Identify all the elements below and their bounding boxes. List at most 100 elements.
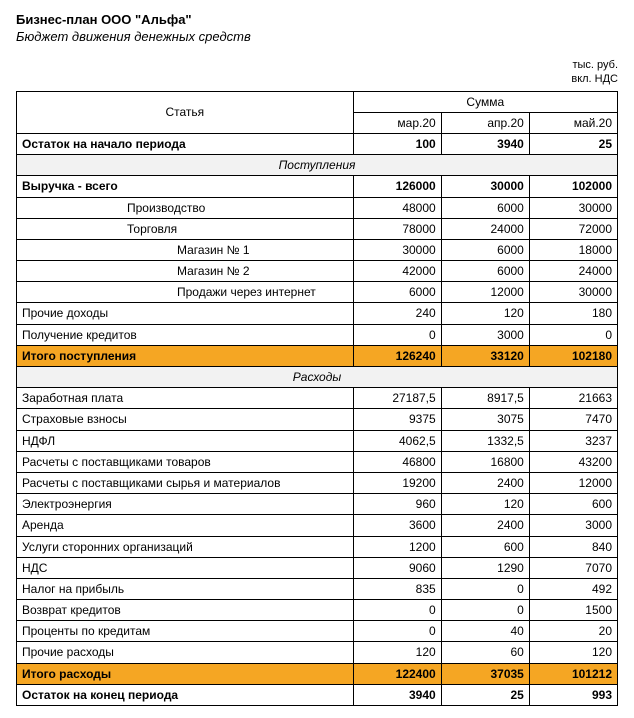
row-label: Прочие расходы — [17, 642, 354, 663]
row-value: 120 — [441, 494, 529, 515]
table-row: Итого расходы12240037035101212 — [17, 663, 618, 684]
row-value: 100 — [353, 133, 441, 154]
row-value: 4062,5 — [353, 430, 441, 451]
row-value: 37035 — [441, 663, 529, 684]
table-row: Заработная плата27187,58917,521663 — [17, 388, 618, 409]
row-value: 24000 — [529, 261, 617, 282]
row-value: 6000 — [441, 197, 529, 218]
row-value: 835 — [353, 578, 441, 599]
row-value: 0 — [441, 578, 529, 599]
row-value: 25 — [441, 684, 529, 705]
row-value: 2400 — [441, 472, 529, 493]
row-value: 6000 — [441, 239, 529, 260]
row-value: 8917,5 — [441, 388, 529, 409]
row-value: 0 — [529, 324, 617, 345]
table-row: Электроэнергия960120600 — [17, 494, 618, 515]
table-row: Продажи через интернет60001200030000 — [17, 282, 618, 303]
row-label: Торговля — [17, 218, 354, 239]
row-label: НДС — [17, 557, 354, 578]
row-value: 6000 — [441, 261, 529, 282]
row-value: 33120 — [441, 345, 529, 366]
table-row: Налог на прибыль8350492 — [17, 578, 618, 599]
cashflow-table: Статья Сумма мар.20 апр.20 май.20 Остато… — [16, 91, 618, 706]
row-value: 960 — [353, 494, 441, 515]
row-label: Услуги сторонних организаций — [17, 536, 354, 557]
row-label: Налог на прибыль — [17, 578, 354, 599]
row-value: 7070 — [529, 557, 617, 578]
table-row: Расчеты с поставщиками сырья и материало… — [17, 472, 618, 493]
row-value: 46800 — [353, 451, 441, 472]
row-label: Магазин № 1 — [17, 239, 354, 260]
page-subtitle: Бюджет движения денежных средств — [16, 29, 618, 44]
table-row: Услуги сторонних организаций1200600840 — [17, 536, 618, 557]
row-label: Возврат кредитов — [17, 600, 354, 621]
row-value: 7470 — [529, 409, 617, 430]
row-value: 0 — [353, 621, 441, 642]
row-value: 1200 — [353, 536, 441, 557]
table-row: Аренда360024003000 — [17, 515, 618, 536]
row-value: 1332,5 — [441, 430, 529, 451]
row-value: 492 — [529, 578, 617, 599]
period-1: апр.20 — [441, 112, 529, 133]
table-row: Остаток на начало периода100394025 — [17, 133, 618, 154]
row-value: 40 — [441, 621, 529, 642]
table-row: Остаток на конец периода394025993 — [17, 684, 618, 705]
section-header: Поступления — [17, 155, 618, 176]
table-row: Расчеты с поставщиками товаров4680016800… — [17, 451, 618, 472]
row-value: 126240 — [353, 345, 441, 366]
table-row: Итого поступления12624033120102180 — [17, 345, 618, 366]
units-line-1: тыс. руб. — [16, 58, 618, 72]
row-label: Электроэнергия — [17, 494, 354, 515]
period-2: май.20 — [529, 112, 617, 133]
row-value: 78000 — [353, 218, 441, 239]
row-value: 42000 — [353, 261, 441, 282]
row-label: Расчеты с поставщиками сырья и материало… — [17, 472, 354, 493]
table-row: Возврат кредитов001500 — [17, 600, 618, 621]
row-value: 48000 — [353, 197, 441, 218]
row-value: 126000 — [353, 176, 441, 197]
row-value: 30000 — [529, 197, 617, 218]
row-label: Итого расходы — [17, 663, 354, 684]
table-row: Магазин № 130000600018000 — [17, 239, 618, 260]
row-value: 120 — [529, 642, 617, 663]
table-row: Получение кредитов030000 — [17, 324, 618, 345]
units-line-2: вкл. НДС — [16, 72, 618, 86]
table-row: Проценты по кредитам04020 — [17, 621, 618, 642]
row-value: 72000 — [529, 218, 617, 239]
row-value: 600 — [441, 536, 529, 557]
row-value: 16800 — [441, 451, 529, 472]
row-value: 1500 — [529, 600, 617, 621]
row-value: 122400 — [353, 663, 441, 684]
row-value: 12000 — [441, 282, 529, 303]
row-label: Итого поступления — [17, 345, 354, 366]
table-row: Прочие доходы240120180 — [17, 303, 618, 324]
row-label: Прочие доходы — [17, 303, 354, 324]
row-value: 0 — [353, 600, 441, 621]
row-value: 240 — [353, 303, 441, 324]
units-block: тыс. руб. вкл. НДС — [16, 58, 618, 87]
row-value: 600 — [529, 494, 617, 515]
row-value: 102000 — [529, 176, 617, 197]
row-value: 30000 — [441, 176, 529, 197]
row-value: 840 — [529, 536, 617, 557]
row-value: 120 — [353, 642, 441, 663]
page-title: Бизнес-план ООО "Альфа" — [16, 12, 618, 27]
row-label: Магазин № 2 — [17, 261, 354, 282]
row-value: 993 — [529, 684, 617, 705]
row-value: 9060 — [353, 557, 441, 578]
row-value: 18000 — [529, 239, 617, 260]
section-header: Расходы — [17, 367, 618, 388]
row-value: 25 — [529, 133, 617, 154]
table-row: НДФЛ4062,51332,53237 — [17, 430, 618, 451]
table-row: Выручка - всего12600030000102000 — [17, 176, 618, 197]
row-value: 21663 — [529, 388, 617, 409]
row-value: 3075 — [441, 409, 529, 430]
row-label: Выручка - всего — [17, 176, 354, 197]
col-header-sum: Сумма — [353, 91, 617, 112]
row-label: Расчеты с поставщиками товаров — [17, 451, 354, 472]
table-row: Страховые взносы937530757470 — [17, 409, 618, 430]
row-label: НДФЛ — [17, 430, 354, 451]
row-value: 120 — [441, 303, 529, 324]
row-value: 6000 — [353, 282, 441, 303]
row-value: 0 — [441, 600, 529, 621]
